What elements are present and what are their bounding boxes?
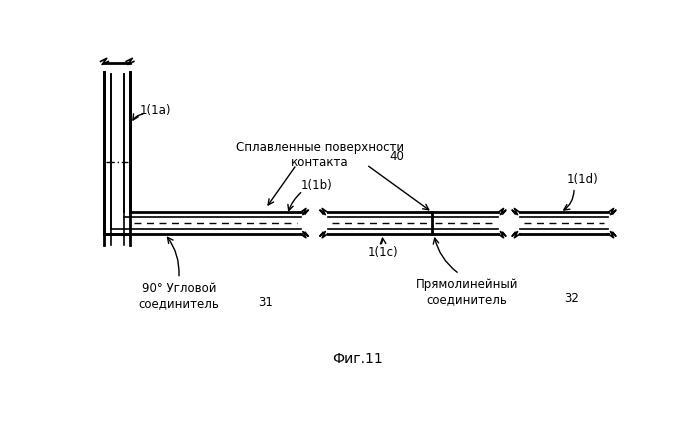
Text: 40: 40 — [389, 150, 405, 163]
Text: 31: 31 — [258, 295, 273, 308]
Text: Сплавленные поверхности
контакта: Сплавленные поверхности контакта — [236, 141, 404, 170]
Text: 1(1c): 1(1c) — [368, 246, 398, 259]
Text: 1(1b): 1(1b) — [301, 179, 332, 192]
Text: 1(1d): 1(1d) — [566, 173, 598, 187]
Text: 32: 32 — [564, 292, 579, 305]
Text: 1(1a): 1(1a) — [139, 104, 171, 117]
Text: Прямолинейный
соединитель: Прямолинейный соединитель — [416, 278, 519, 306]
Text: 90° Угловой
соединитель: 90° Угловой соединитель — [138, 281, 219, 310]
Text: Фиг.11: Фиг.11 — [333, 352, 383, 365]
